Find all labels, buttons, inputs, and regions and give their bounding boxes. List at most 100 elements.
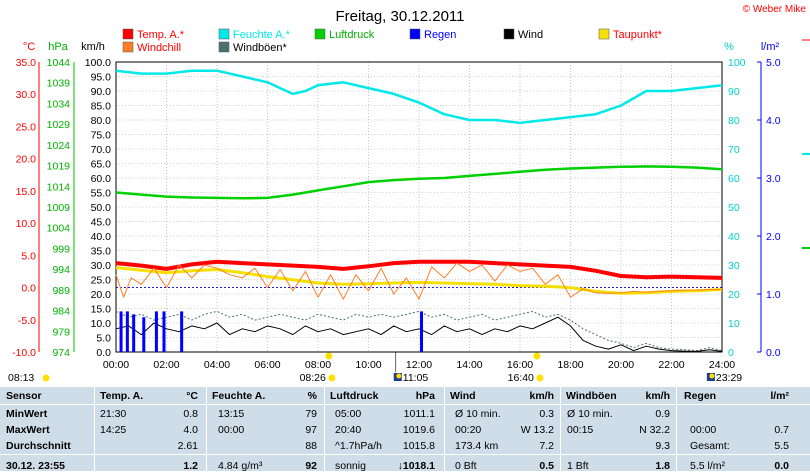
- table-header-cell: l/m²: [770, 390, 789, 402]
- speed-tick-label: 75.0: [91, 130, 112, 142]
- speed-tick-label: 40.0: [91, 231, 112, 243]
- table-cell: 4.0: [183, 424, 198, 436]
- weather-chart: Freitag, 30.12.2011 © Weber Mike Temp. A…: [8, 4, 810, 384]
- table-cell: 88: [305, 440, 317, 452]
- speed-tick-label: 80.0: [91, 115, 112, 127]
- rain-tick-label: 1.0: [766, 289, 781, 301]
- table-cell: 1.2: [183, 460, 198, 472]
- humidity-tick-label: 70: [728, 144, 740, 156]
- table-cell: 0.0: [774, 460, 789, 472]
- rain-bar: [162, 311, 166, 352]
- legend-swatch: [598, 28, 610, 40]
- pressure-tick-label: 1039: [47, 78, 71, 90]
- sun-icon: [328, 374, 336, 382]
- humidity-tick-label: 20: [728, 289, 740, 301]
- pressure-tick-label: 1044: [47, 57, 71, 69]
- statistics-table: Sensor Temp. A. °C Feuchte A.% Luftdruck hPa W…: [0, 387, 810, 472]
- legend-label: Temp. A.*: [137, 29, 185, 41]
- legend-label: Taupunkt*: [613, 29, 663, 41]
- sun-icon: [536, 374, 544, 382]
- table-cell: Ø 10 min.: [567, 408, 613, 420]
- table-row-label: MaxWert: [6, 424, 50, 436]
- pressure-tick-label: 1019: [47, 161, 71, 173]
- table-cell: Ø 10 min.: [455, 408, 501, 420]
- x-tick-label: 14:00: [456, 359, 482, 371]
- x-tick-label: 24:00: [709, 359, 735, 371]
- table-cell: 0.7: [774, 424, 789, 436]
- table-cell: 1011.1: [403, 408, 435, 420]
- speed-tick-label: 85.0: [91, 101, 112, 113]
- speed-tick-label: 55.0: [91, 188, 112, 200]
- humidity-tick-label: 50: [728, 202, 740, 214]
- speed-tick-label: 10.0: [91, 318, 112, 330]
- pressure-unit-label: hPa: [48, 41, 68, 53]
- temp-tick-label: 5.0: [21, 250, 36, 262]
- speed-tick-label: 100.0: [85, 57, 111, 69]
- table-cell: N 32.2: [639, 424, 670, 436]
- table-cell: 00:00: [218, 424, 245, 436]
- table-cell: 79: [305, 408, 317, 420]
- x-tick-label: 22:00: [658, 359, 684, 371]
- x-tick-label: 10:00: [355, 359, 381, 371]
- legend-label: Wind: [518, 29, 543, 41]
- rain-tick-label: 0.0: [766, 347, 781, 359]
- table-cell: 14:25: [100, 424, 127, 436]
- legend-swatch: [122, 41, 134, 53]
- pressure-tick-label: 974: [52, 347, 70, 359]
- speed-tick-label: 60.0: [91, 173, 112, 185]
- table-row-label: Durchschnitt: [6, 440, 71, 452]
- table-cell: sonnig: [335, 460, 366, 472]
- table-cell: 97: [305, 424, 317, 436]
- table-cell: 13:15: [218, 408, 245, 420]
- pressure-tick-label: 984: [52, 306, 70, 318]
- table-cell: 9.3: [655, 440, 670, 452]
- rain-bar: [142, 317, 146, 352]
- x-tick-label: 20:00: [608, 359, 634, 371]
- temp-tick-label: 10.0: [16, 218, 37, 230]
- plot-frame: [115, 61, 723, 353]
- table-cell: 00:00: [690, 424, 717, 436]
- humidity-unit-label: %: [724, 41, 734, 53]
- rain-bar: [132, 314, 136, 352]
- humidity-tick-label: 0: [728, 347, 734, 359]
- left-time-label: 08:13: [8, 372, 34, 384]
- series-line-taupunkt: [115, 266, 723, 295]
- table-cell: 0.3: [539, 408, 554, 420]
- series-line-wind: [115, 316, 723, 352]
- rain-tick-label: 5.0: [766, 57, 781, 69]
- table-header-cell: km/h: [645, 390, 670, 402]
- sun-icon: [533, 352, 541, 360]
- chart-legend: Temp. A.* Feuchte A.* Luftdruck Regen Wind Ta…: [122, 28, 663, 54]
- rain-tick-label: 3.0: [766, 173, 781, 185]
- legend-swatch: [218, 41, 230, 53]
- series-line-temp-a: [115, 259, 723, 280]
- table-cell: ↓1018.1: [397, 460, 435, 472]
- temp-tick-label: 30.0: [16, 89, 37, 101]
- table-cell: 173.4 km: [455, 440, 499, 452]
- table-cell: 0.8: [183, 408, 198, 420]
- series-line-windchill: [115, 262, 722, 300]
- legend-label: Regen: [424, 29, 456, 41]
- x-tick-label: 08:00: [305, 359, 331, 371]
- moon-glyph: [709, 373, 715, 379]
- series-line-luftdruck: [115, 165, 723, 200]
- speed-tick-label: 0.0: [96, 347, 111, 359]
- temp-tick-label: 35.0: [16, 57, 37, 69]
- humidity-tick-label: 30: [728, 260, 740, 272]
- humidity-tick-label: 80: [728, 115, 740, 127]
- table-cell: 1015.8: [402, 440, 435, 452]
- x-tick-label: 02:00: [153, 359, 179, 371]
- table-header-cell: Sensor: [6, 390, 42, 402]
- legend-label: Luftdruck: [329, 29, 375, 41]
- chart-axes: °C hPa km/h% l/m²100.095.090.085.080.075.07…: [12, 39, 810, 371]
- table-cell: 1 Bft: [567, 460, 589, 472]
- copyright-label: © Weber Mike: [743, 4, 807, 15]
- speed-tick-label: 70.0: [91, 144, 112, 156]
- table-cell: 1.8: [655, 460, 670, 472]
- humidity-tick-label: 90: [728, 86, 740, 98]
- pressure-tick-label: 989: [52, 285, 70, 297]
- table-header-cell: Temp. A.: [100, 390, 144, 402]
- temp-tick-label: -10.0: [12, 347, 36, 359]
- x-tick-label: 16:00: [507, 359, 533, 371]
- speed-tick-label: 65.0: [91, 159, 112, 171]
